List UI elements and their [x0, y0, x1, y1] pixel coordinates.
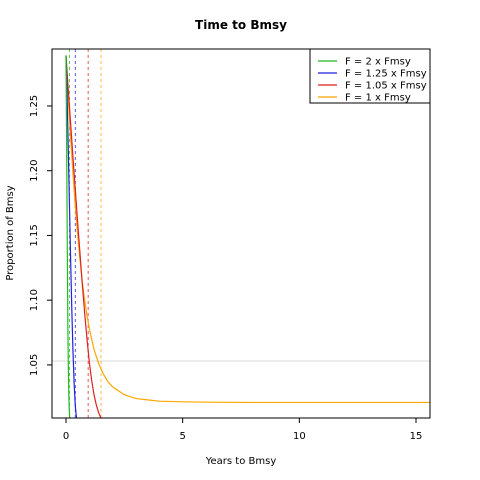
x-tick-label-2: 10: [293, 431, 306, 442]
x-tick-label-0: 0: [63, 431, 69, 442]
legend-label-3: F = 1 x Fmsy: [345, 93, 411, 104]
x-axis-title: Years to Bmsy: [205, 456, 277, 467]
legend-box: [309, 48, 431, 104]
x-tick-label-3: 15: [410, 431, 423, 442]
series-lines: [65, 55, 430, 418]
x-tick-label-1: 5: [179, 431, 185, 442]
y-tick-label-2: 1.15: [29, 224, 40, 246]
x-axis: 0 5 10 15: [63, 418, 423, 442]
plot-frame: [51, 48, 431, 419]
y-axis-title: Proportion of Bmsy: [5, 185, 16, 280]
y-axis: 1.05 1.10 1.15 1.20 1.25: [29, 95, 52, 376]
series-line-0: [65, 55, 71, 418]
series-line-2: [65, 55, 102, 418]
y-tick-label-0: 1.05: [29, 354, 40, 376]
legend-label-2: F = 1.05 x Fmsy: [345, 81, 427, 92]
series-line-3: [65, 55, 430, 404]
legend-label-0: F = 2 x Fmsy: [345, 57, 411, 68]
y-tick-label-1: 1.10: [29, 289, 40, 311]
y-tick-label-4: 1.25: [29, 95, 40, 117]
series-line-1: [65, 55, 78, 418]
chart-title: Time to Bmsy: [195, 18, 287, 32]
legend-label-1: F = 1.25 x Fmsy: [345, 69, 427, 80]
y-tick-label-3: 1.20: [29, 160, 40, 182]
reference-vlines: [69, 49, 102, 418]
